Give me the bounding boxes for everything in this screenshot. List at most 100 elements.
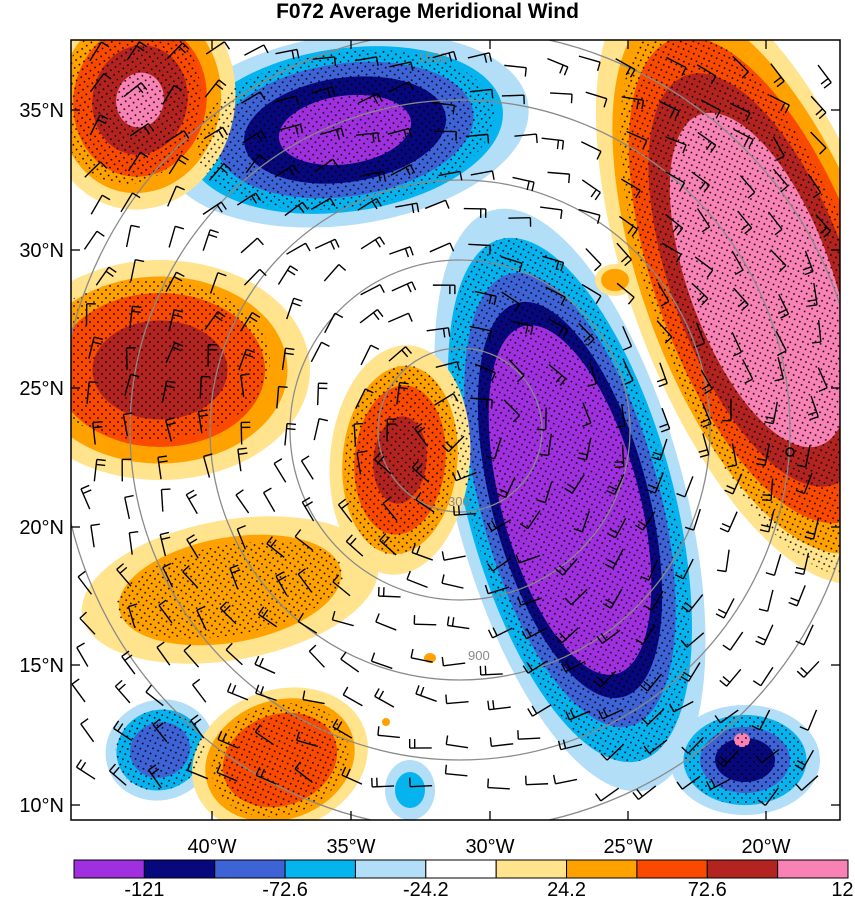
ring-label-900: 900 — [468, 648, 490, 663]
wind-barb-feather — [709, 144, 717, 153]
wind-barb-feather — [446, 616, 450, 626]
wind-barb-feather — [558, 565, 567, 572]
wind-barb — [316, 382, 328, 406]
wind-barb-shaft — [810, 95, 827, 114]
wind-barb-feather — [758, 608, 768, 612]
wind-barb — [807, 282, 818, 307]
wind-barb — [594, 787, 620, 802]
wind-barb — [598, 708, 623, 720]
wind-barb-feather — [636, 99, 640, 109]
wind-barb-feather — [569, 709, 575, 719]
wind-barb-feather — [788, 601, 798, 607]
wind-barb — [125, 347, 136, 370]
wind-barb — [596, 629, 621, 645]
wind-barb — [515, 554, 541, 564]
wind-barb-feather — [609, 528, 619, 534]
wind-barb — [93, 458, 106, 482]
wind-barb-feather — [719, 527, 729, 533]
wind-barb-shaft — [123, 82, 142, 98]
wind-barb-shaft — [76, 647, 89, 667]
wind-barb-feather — [493, 296, 497, 306]
wind-barb — [386, 418, 397, 442]
wind-barb — [731, 250, 744, 276]
wind-barb-feather — [514, 303, 521, 313]
wind-barb-shaft — [684, 476, 694, 498]
wind-barb-feather — [627, 225, 634, 235]
wind-barb — [486, 519, 512, 532]
wind-barb-feather — [629, 69, 636, 78]
wind-barb-feather — [379, 533, 387, 541]
colorbar-swatch — [706, 859, 779, 879]
wind-barb-shaft — [240, 422, 243, 445]
wind-barb-shaft — [332, 726, 353, 739]
wind-barb-feather — [118, 683, 126, 691]
wind-barb — [162, 562, 174, 588]
wind-barb-shaft — [345, 540, 364, 557]
wind-barb — [620, 178, 641, 199]
wind-barb-feather — [375, 613, 380, 623]
wind-barb-shaft — [162, 85, 175, 105]
wind-barb-feather — [524, 67, 527, 77]
wind-barb — [301, 496, 315, 522]
wind-barb — [555, 627, 579, 644]
wind-barb — [795, 624, 814, 646]
wind-barb — [714, 709, 739, 724]
wind-barb — [695, 322, 706, 348]
wind-barb-feather — [401, 349, 409, 358]
wind-barb — [716, 749, 740, 768]
wind-barb-shaft — [775, 330, 787, 352]
wind-barb-shaft — [770, 249, 787, 266]
wind-barb — [552, 774, 578, 785]
wind-barb — [360, 236, 386, 250]
wind-barb-feather — [615, 425, 626, 428]
wind-barb-feather — [414, 422, 423, 430]
wind-barb-shaft — [470, 170, 493, 176]
wind-barb-feather — [652, 451, 662, 456]
wind-barb-feather — [129, 530, 139, 534]
wind-barb-feather — [635, 524, 644, 531]
wind-barb-feather — [562, 329, 569, 338]
wind-barb — [739, 175, 756, 199]
wind-barb-feather — [166, 422, 176, 426]
wind-barb-shaft — [84, 161, 102, 178]
wind-barb-shaft — [371, 660, 393, 670]
colorbar-swatch — [143, 859, 216, 879]
wind-barb — [581, 179, 601, 201]
wind-barb-feather — [530, 325, 534, 335]
wind-barb-shaft — [548, 363, 567, 380]
wind-barb — [719, 511, 738, 533]
wind-barb-feather — [399, 381, 409, 385]
wind-barb — [659, 100, 680, 120]
wind-barb — [470, 170, 495, 180]
negative-field-south-c4-1 — [395, 772, 425, 808]
wind-barb-shaft — [578, 55, 601, 63]
wind-barb-feather — [416, 203, 420, 213]
wind-barb — [85, 303, 96, 326]
wind-barb — [600, 744, 624, 761]
wind-barb-shaft — [332, 581, 351, 597]
wind-barb-feather — [716, 569, 727, 573]
wind-barb — [700, 369, 713, 395]
wind-barb-shaft — [415, 693, 437, 702]
wind-barb — [519, 510, 541, 530]
stipple-region-9 — [71, 40, 201, 185]
wind-barb-feather — [748, 139, 754, 148]
wind-barb — [525, 775, 549, 786]
wind-barb-feather — [804, 270, 814, 276]
wind-barb-feather — [706, 269, 714, 278]
wind-barb-feather — [724, 489, 734, 495]
wind-barb-shaft — [547, 57, 569, 68]
wind-barb-shaft — [148, 769, 162, 789]
distance-rings: 300 900 1500 — [71, 40, 840, 820]
wind-barb — [811, 320, 822, 344]
wind-barb-shaft — [648, 739, 668, 754]
wind-barb — [312, 56, 337, 66]
wind-barb-feather — [335, 129, 340, 139]
wind-barb-shaft — [159, 534, 167, 557]
wind-barb-shaft — [300, 460, 314, 480]
wind-barb — [202, 453, 213, 478]
wind-barb — [360, 284, 385, 296]
wind-barb — [410, 648, 433, 663]
wind-barb-feather — [526, 628, 532, 637]
wind-barb — [752, 666, 774, 687]
